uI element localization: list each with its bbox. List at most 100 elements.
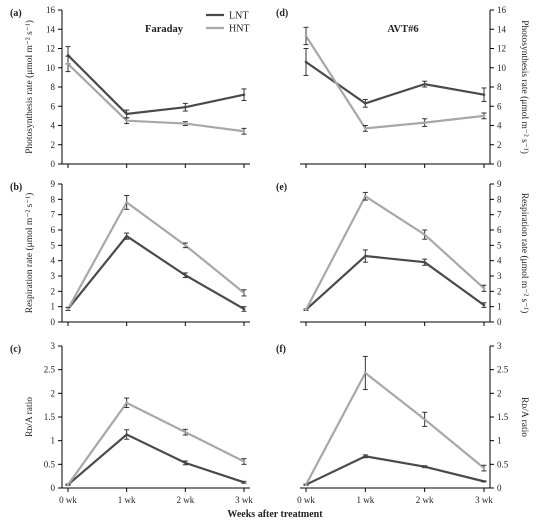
y-tick-label: 4 <box>497 121 502 131</box>
y-tick-label: 0 <box>51 317 56 327</box>
panel-f: 0 0.5 1 1.5 2 2.5 3 0 wk 1 wk 2 wk 3 wk Rᴅ/A ratio (… <box>276 341 529 505</box>
y-tick-label: 6 <box>497 101 502 111</box>
y-tick-label: 8 <box>497 82 502 92</box>
panel-label: (f) <box>276 344 286 355</box>
x-tick-label: 2 wk <box>176 495 194 505</box>
y-axis-label: Photosynthesis rate (μmol m⁻² s⁻¹) <box>24 20 35 154</box>
y-tick-label: 0 <box>497 317 502 327</box>
y-tick-label: 0.5 <box>497 459 509 469</box>
panel-title: Faraday <box>145 24 184 35</box>
series-line-hnt <box>305 35 485 130</box>
y-tick-label: 0.5 <box>44 459 56 469</box>
series-line-lnt <box>305 254 485 311</box>
data-point <box>482 480 486 483</box>
y-tick-label: 2.5 <box>497 365 509 375</box>
y-tick-label: 2 <box>497 286 502 296</box>
y-tick-label: 9 <box>51 179 56 189</box>
data-point <box>242 129 246 133</box>
y-tick-label: 1 <box>51 302 56 312</box>
data-point <box>242 481 246 484</box>
series-line-hnt <box>67 200 245 310</box>
data-point <box>184 244 187 247</box>
series-line-lnt <box>305 61 485 105</box>
panel-label: (e) <box>276 182 287 193</box>
data-point <box>423 82 426 86</box>
y-tick-label: 8 <box>51 194 56 204</box>
series-line-hnt <box>67 401 245 486</box>
data-point <box>304 60 308 64</box>
y-tick-label: 0 <box>51 483 56 493</box>
data-point <box>482 303 486 307</box>
x-tick-label: 1 wk <box>356 495 374 505</box>
y-tick-label: 6 <box>51 101 56 111</box>
x-tick-label: 3 wk <box>475 495 493 505</box>
data-point <box>66 307 70 311</box>
panel-d: 0 2 4 6 8 10 12 14 16 Photosynthesis rate (μmol m… <box>276 5 530 169</box>
data-point <box>125 234 128 238</box>
series-line-lnt <box>67 54 245 116</box>
data-point <box>364 102 367 105</box>
x-tick-label: 0 wk <box>59 495 77 505</box>
data-point <box>482 93 486 96</box>
y-tick-label: 0 <box>51 159 56 169</box>
panel-a: 0 2 4 6 8 10 12 14 16 Photosynthesis rate (μmol m… <box>10 5 250 169</box>
y-tick-label: 1 <box>497 436 502 446</box>
y-tick-label: 5 <box>51 240 56 250</box>
y-tick-label: 4 <box>497 256 502 266</box>
data-point <box>66 62 70 66</box>
panel-c: 0 0.5 1 1.5 2 2.5 3 0 wk 1 wk 2 wk 3 wk Rᴅ/A ratio (… <box>10 341 253 505</box>
data-point <box>364 454 367 458</box>
y-tick-label: 2 <box>51 388 56 398</box>
y-tick-label: 8 <box>497 194 502 204</box>
panel-b: 0 1 2 3 4 5 6 7 8 9 Respiration rate (μmol m⁻² s⁻¹… <box>10 179 250 327</box>
data-point <box>423 121 426 124</box>
y-tick-label: 16 <box>497 5 507 15</box>
y-tick-label: 9 <box>497 179 502 189</box>
y-tick-label: 2 <box>51 286 56 296</box>
y-tick-label: 3 <box>51 341 56 351</box>
data-point <box>125 201 128 204</box>
y-tick-label: 12 <box>46 44 55 54</box>
y-tick-label: 14 <box>46 24 56 34</box>
series-line-hnt <box>67 63 245 133</box>
y-tick-label: 2 <box>497 140 502 150</box>
x-axis-title: Weeks after treatment <box>227 509 323 520</box>
y-tick-label: 8 <box>51 82 56 92</box>
y-tick-label: 14 <box>497 24 507 34</box>
data-point <box>364 371 367 375</box>
data-point <box>184 430 187 434</box>
data-point <box>66 483 70 486</box>
y-tick-label: 0 <box>497 483 502 493</box>
data-point <box>482 286 486 290</box>
y-tick-label: 6 <box>51 225 56 235</box>
data-point <box>423 418 426 421</box>
data-point <box>364 194 367 198</box>
y-tick-label: 1 <box>497 302 502 312</box>
legend-label-hnt: HNT <box>229 24 250 35</box>
y-tick-label: 4 <box>51 256 56 266</box>
series-line-hnt <box>305 194 485 311</box>
data-point <box>482 466 486 470</box>
data-point <box>364 127 367 130</box>
series-line-lnt <box>67 433 245 486</box>
y-tick-label: 6 <box>497 225 502 235</box>
x-tick-label: 3 wk <box>235 495 253 505</box>
y-tick-label: 7 <box>497 210 502 220</box>
y-tick-label: 10 <box>497 63 507 73</box>
data-point <box>242 460 246 463</box>
x-tick-label: 2 wk <box>416 495 434 505</box>
y-tick-label: 4 <box>51 121 56 131</box>
data-point <box>184 105 187 109</box>
panel-title: AVT#6 <box>387 24 418 35</box>
series-line-lnt <box>67 234 245 310</box>
data-point <box>242 93 246 96</box>
y-tick-label: 1 <box>51 436 56 446</box>
y-tick-label: 7 <box>51 210 56 220</box>
y-tick-label: 2.5 <box>44 365 56 375</box>
data-point <box>423 465 426 469</box>
y-tick-label: 3 <box>51 271 56 281</box>
y-tick-label: 0 <box>497 159 502 169</box>
series-line-lnt <box>305 455 485 486</box>
legend: LNT HNT <box>206 11 250 35</box>
